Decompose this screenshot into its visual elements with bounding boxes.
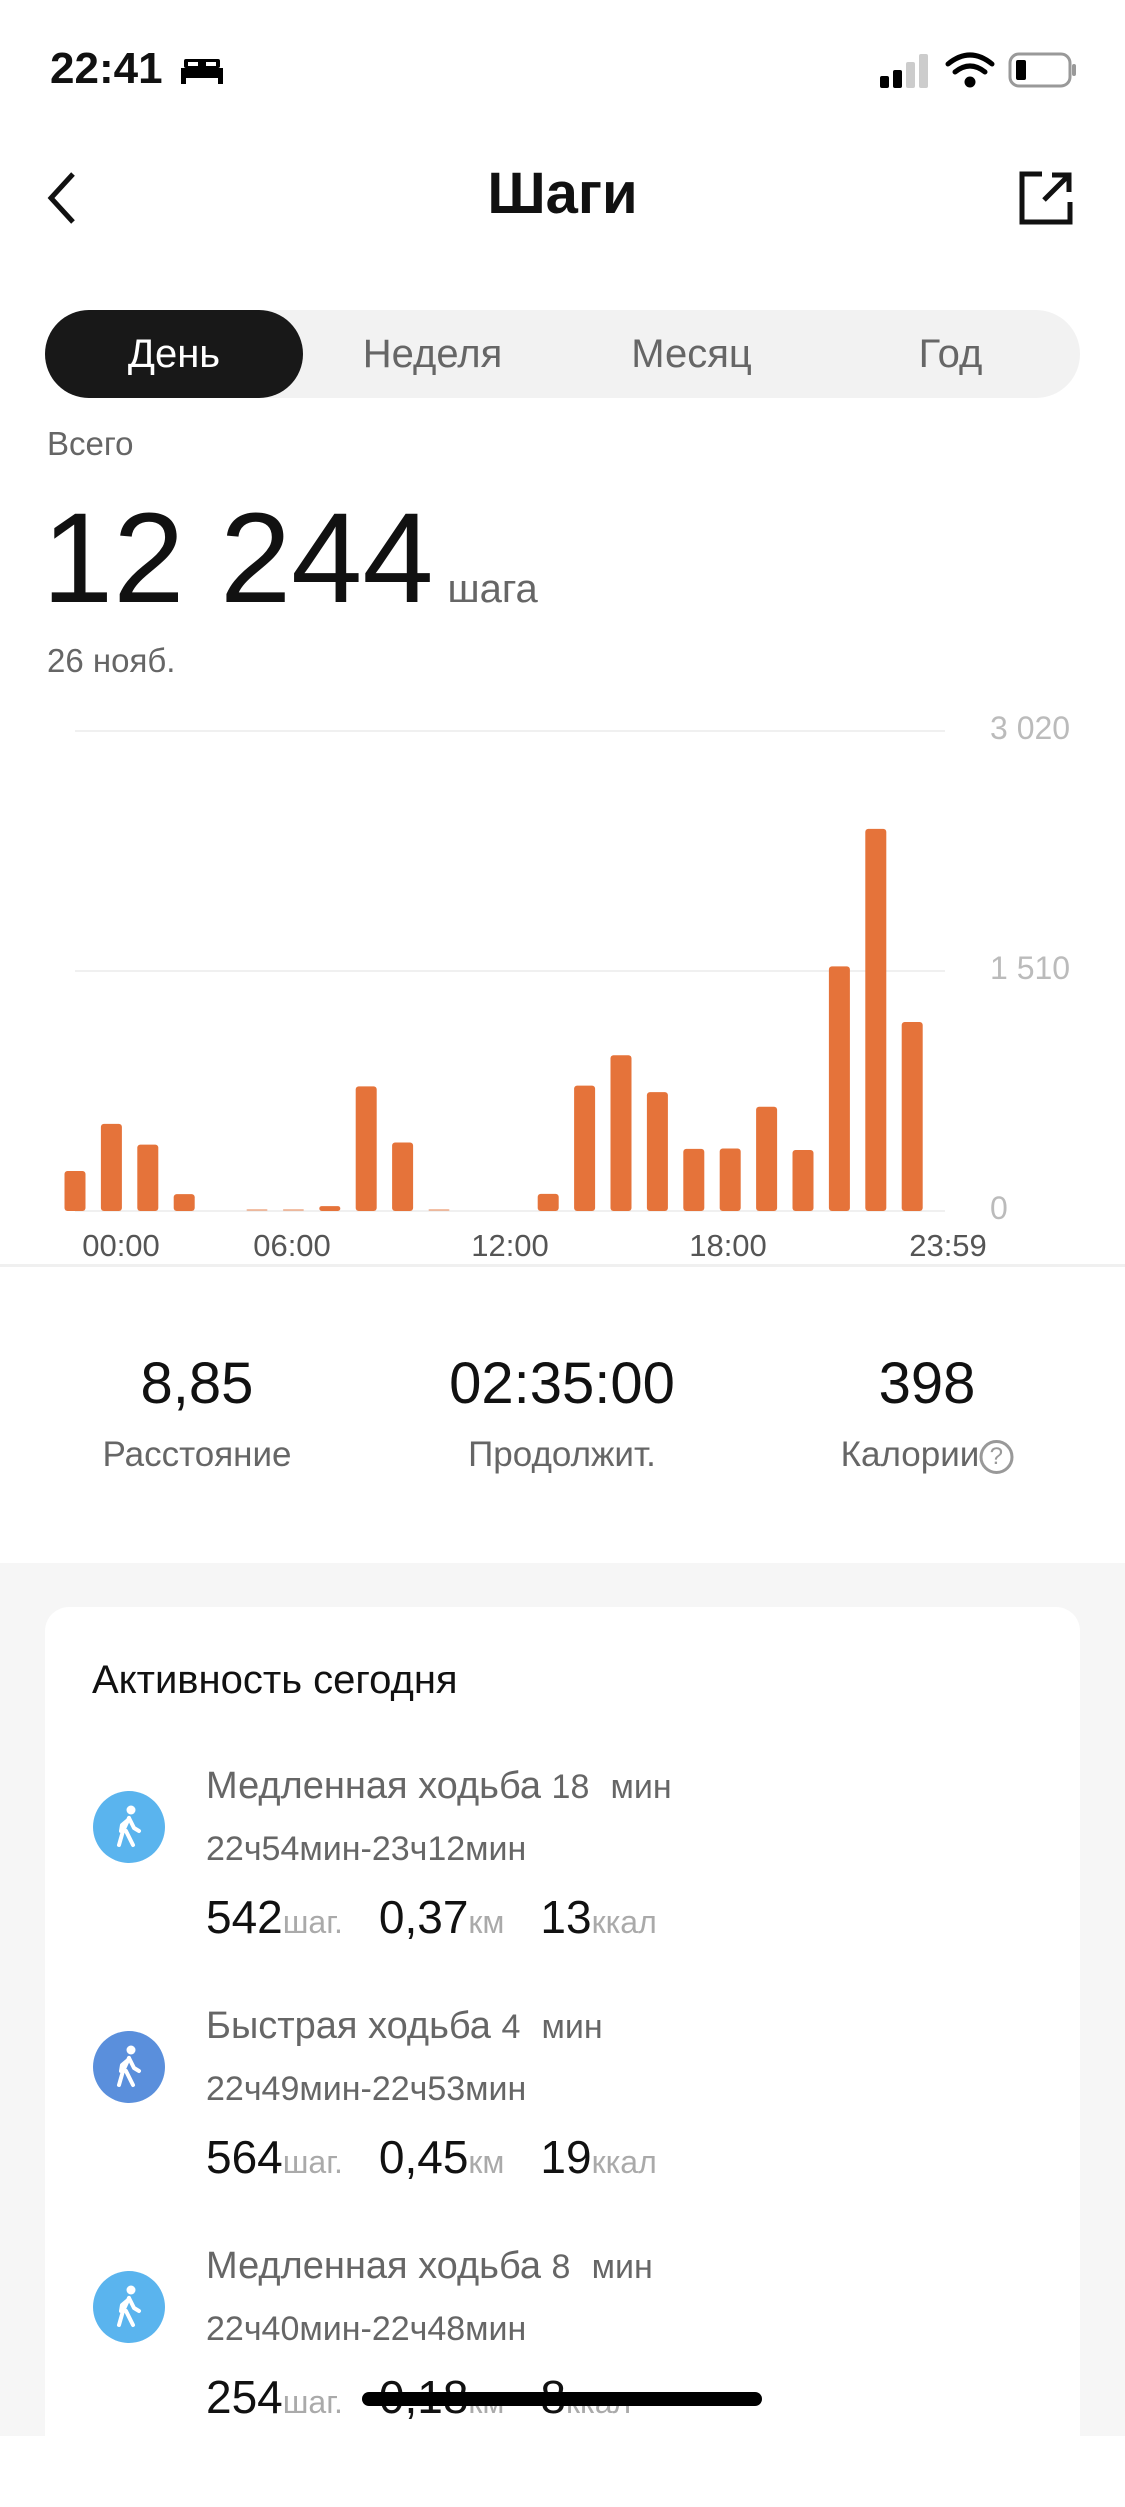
activity-time-range: 22ч49мин-22ч53мин <box>206 2070 527 2108</box>
status-time: 22:41 <box>50 44 225 94</box>
activity-duration-unit: мин <box>610 1768 672 1806</box>
steps-chart[interactable] <box>0 700 1125 1260</box>
stat-value: 8,85 <box>140 1351 254 1416</box>
calories-unit: ккал <box>591 1904 657 1940</box>
tab-year[interactable]: Год <box>918 331 983 376</box>
signal-icon <box>880 54 928 88</box>
clock: 22:41 <box>50 44 163 93</box>
activity-calories: 13 <box>540 1891 592 1943</box>
bar-hour-16[interactable] <box>646 1092 668 1211</box>
battery-icon <box>1008 52 1076 88</box>
activity-item-title[interactable]: Быстрая ходьба 4 мин <box>206 2005 603 2048</box>
bar-hour-10[interactable] <box>428 1209 450 1211</box>
bar-hour-02[interactable] <box>137 1144 159 1211</box>
bar-hour-19[interactable] <box>756 1106 778 1211</box>
activity-name: Быстрая ходьба <box>206 2005 491 2047</box>
help-icon[interactable]: ? <box>979 1439 1014 1474</box>
distance-unit: км <box>468 2144 505 2180</box>
x-tick: 12:00 <box>471 1228 549 1263</box>
stat-label: Продолжит. <box>468 1435 656 1474</box>
bar-hour-08[interactable] <box>355 1086 377 1211</box>
walking-icon <box>93 1791 165 1863</box>
bar-hour-06[interactable] <box>282 1209 304 1211</box>
activity-stats: 542шаг. 0,37км 13ккал <box>206 1890 693 1944</box>
x-tick: 06:00 <box>253 1228 331 1263</box>
tab-week[interactable]: Неделя <box>362 331 503 376</box>
bed-icon <box>180 59 223 85</box>
stat-value: 398 <box>878 1351 976 1416</box>
bar-hour-18[interactable] <box>719 1148 741 1211</box>
stat-duration: 02:35:00 Продолжит. <box>380 1350 745 1475</box>
bar-hour-21[interactable] <box>828 966 850 1211</box>
bar-hour-17[interactable] <box>683 1148 705 1211</box>
status-icons <box>880 52 1076 88</box>
share-icon[interactable] <box>1018 170 1074 226</box>
bar-hour-07[interactable] <box>319 1206 341 1211</box>
activity-card <box>45 1607 1080 2507</box>
activity-calories: 19 <box>540 2131 592 2183</box>
activity-time-range: 22ч54мин-23ч12мин <box>206 1830 527 1868</box>
steps-unit: шаг. <box>282 2144 343 2180</box>
bar-hour-03[interactable] <box>173 1194 195 1211</box>
total-unit: шага <box>447 567 538 611</box>
calories-unit: ккал <box>591 2144 657 2180</box>
stat-calories: 398 Калории? <box>745 1350 1110 1475</box>
tab-month[interactable]: Месяц <box>631 331 752 376</box>
activity-steps: 254 <box>206 2371 283 2423</box>
bar-hour-00[interactable] <box>64 1170 86 1211</box>
walking-icon <box>93 2271 165 2343</box>
total-steps: 12 244 шага <box>42 485 538 632</box>
activity-steps: 542 <box>206 1891 283 1943</box>
home-indicator[interactable] <box>362 2392 762 2406</box>
activity-title: Активность сегодня <box>92 1658 458 1702</box>
steps-unit: шаг. <box>282 2384 343 2420</box>
x-tick: 00:00 <box>82 1228 160 1263</box>
x-tick: 18:00 <box>689 1228 767 1263</box>
bar-hour-13[interactable] <box>537 1193 559 1211</box>
stat-label: Калории <box>840 1435 980 1474</box>
stat-distance: 8,85 Расстояние <box>15 1350 380 1475</box>
walking-icon <box>93 2031 165 2103</box>
activity-distance: 0,45 <box>378 2131 469 2183</box>
activity-duration-unit: мин <box>591 2248 653 2286</box>
total-value: 12 244 <box>42 487 434 630</box>
activity-name: Медленная ходьба <box>206 2245 541 2287</box>
page-title: Шаги <box>487 161 638 226</box>
y-tick: 1 510 <box>990 950 1071 986</box>
activity-time-range: 22ч40мин-22ч48мин <box>206 2310 527 2348</box>
bar-hour-01[interactable] <box>100 1123 122 1211</box>
bar-hour-20[interactable] <box>792 1149 814 1211</box>
activity-duration: 8 <box>551 2248 571 2286</box>
activity-duration-unit: мин <box>541 2008 603 2046</box>
bar-hour-23[interactable] <box>901 1022 923 1211</box>
x-tick: 23:59 <box>909 1228 987 1263</box>
tab-day[interactable]: День <box>45 310 303 398</box>
stat-label: Расстояние <box>102 1435 292 1474</box>
period-tabs: День Неделя Месяц Год <box>45 310 1080 398</box>
bar-hour-05[interactable] <box>246 1209 268 1211</box>
activity-duration: 18 <box>551 1768 590 1806</box>
y-tick: 0 <box>990 1190 1008 1226</box>
stat-value: 02:35:00 <box>449 1351 675 1416</box>
bar-hour-14[interactable] <box>574 1085 596 1211</box>
steps-unit: шаг. <box>282 1904 343 1940</box>
bar-hour-22[interactable] <box>865 828 887 1211</box>
activity-name: Медленная ходьба <box>206 1765 541 1807</box>
divider <box>0 1264 1125 1267</box>
activity-item-title[interactable]: Медленная ходьба 8 мин <box>206 2245 653 2288</box>
total-label: Всего <box>47 425 134 462</box>
date-label: 26 нояб. <box>47 642 176 679</box>
y-tick: 3 020 <box>990 710 1071 746</box>
activity-distance: 0,37 <box>378 1891 469 1943</box>
back-button[interactable] <box>45 170 81 226</box>
distance-unit: км <box>468 1904 505 1940</box>
activity-stats: 564шаг. 0,45км 19ккал <box>206 2130 693 2184</box>
activity-duration: 4 <box>501 2008 521 2046</box>
activity-steps: 564 <box>206 2131 283 2183</box>
bar-hour-09[interactable] <box>392 1142 414 1211</box>
wifi-icon <box>945 52 995 88</box>
bar-hour-15[interactable] <box>610 1055 632 1211</box>
activity-item-title[interactable]: Медленная ходьба 18 мин <box>206 1765 672 1808</box>
